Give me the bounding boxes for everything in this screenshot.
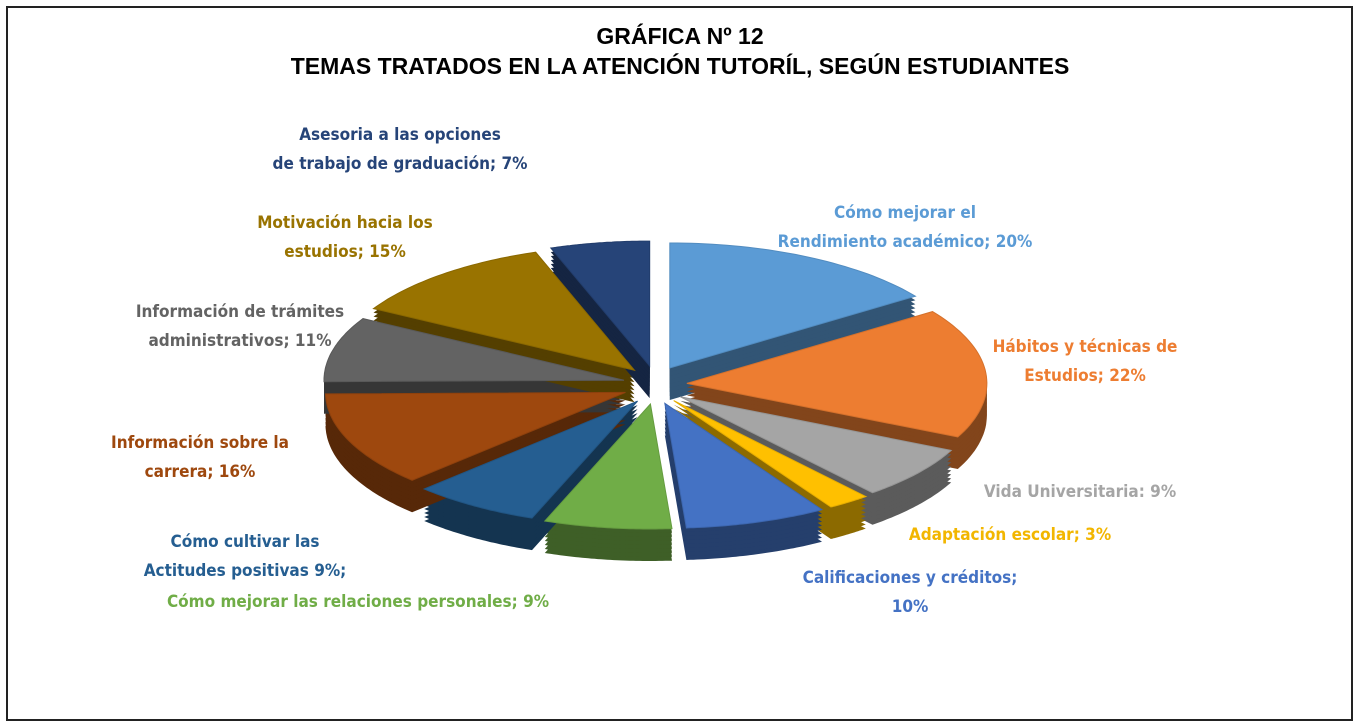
chart-subtitle: TEMAS TRATADOS EN LA ATENCIÓN TUTORÍL, S… [291, 52, 1070, 79]
data-label: Asesoria a las opciones de trabajo de gra… [273, 125, 528, 174]
data-label: Cómo mejorar las relaciones personales; … [167, 592, 549, 612]
value-label: 10% [892, 597, 929, 617]
data-label: Hábitos y técnicas de Estudios; 22% [993, 337, 1178, 386]
label-line: Calificaciones y créditos; [803, 568, 1018, 588]
value-label: 7% [501, 154, 527, 174]
label-line: Actitudes positivas 9%; [144, 561, 347, 581]
slice [543, 402, 673, 530]
value-label: 9% [523, 592, 549, 612]
value-label: 15% [369, 242, 406, 262]
label-line: Adaptación escolar; 3% [909, 525, 1111, 545]
label-line: Vida Universitaria: 9% [984, 482, 1176, 502]
label-line: Cómo mejorar las relaciones personales; … [167, 592, 549, 612]
slice [680, 396, 953, 494]
value-label: 11% [295, 331, 332, 351]
slice [324, 391, 626, 481]
label-line: Asesoria a las opciones [299, 125, 501, 145]
data-label: Calificaciones y créditos; 10% [803, 568, 1018, 617]
label-line: Cómo mejorar el [834, 203, 976, 223]
label-line: carrera; 16% [145, 462, 256, 482]
value-label: 20% [996, 232, 1033, 252]
slice [673, 400, 868, 508]
slice [669, 242, 917, 369]
label-line: administrativos; 11% [148, 331, 331, 351]
label-line: estudios; 15% [284, 242, 406, 262]
slice [422, 400, 638, 519]
value-label: 16% [219, 462, 256, 482]
data-label: Información de trámites administrativos; … [136, 302, 344, 351]
data-label: Adaptación escolar; 3% [909, 525, 1111, 545]
data-label: Vida Universitaria: 9% [984, 482, 1176, 502]
data-label: Cómo mejorar el Rendimiento académico; 20… [778, 203, 1033, 252]
label-line: de trabajo de graduación; 7% [273, 154, 528, 174]
label-line: Información sobre la [111, 433, 289, 453]
value-label: 9%; [314, 561, 346, 581]
slice [664, 402, 824, 529]
value-label: 3% [1085, 525, 1111, 545]
slice [323, 318, 625, 383]
chart-title: GRÁFICA Nº 12 [596, 22, 763, 49]
label-line: Rendimiento académico; 20% [778, 232, 1033, 252]
slice [372, 251, 636, 372]
label-line: Información de trámites [136, 302, 344, 322]
label-line: 10% [892, 597, 929, 617]
slice [549, 240, 651, 368]
value-label: 22% [1109, 366, 1146, 386]
label-line: Cómo cultivar las [170, 532, 319, 552]
value-label: 9% [1150, 482, 1176, 502]
data-label: Cómo cultivar las Actitudes positivas 9%; [144, 532, 347, 581]
label-line: Estudios; 22% [1024, 366, 1146, 386]
label-line: Hábitos y técnicas de [993, 337, 1178, 357]
data-label: Motivación hacia los estudios; 15% [257, 213, 433, 262]
slice [686, 311, 988, 438]
data-label: Información sobre la carrera; 16% [111, 433, 289, 482]
label-line: Motivación hacia los [257, 213, 433, 233]
